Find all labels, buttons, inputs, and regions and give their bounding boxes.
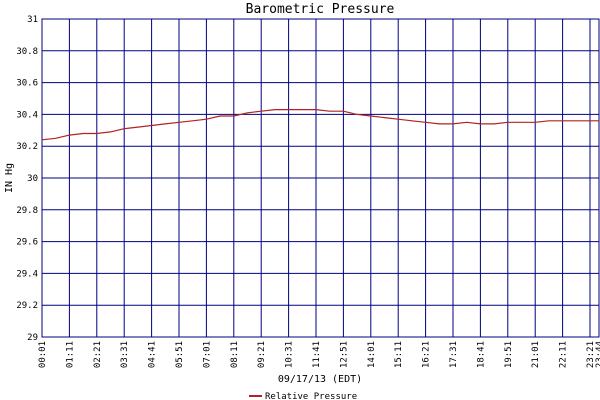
y-tick-label: 30 bbox=[27, 174, 38, 184]
x-tick-label: 14:01 bbox=[367, 341, 377, 368]
y-tick-label: 29 bbox=[27, 333, 38, 343]
x-tick-label: 18:41 bbox=[476, 341, 486, 368]
x-tick-label: 02:21 bbox=[93, 341, 103, 368]
legend-label: Relative Pressure bbox=[265, 392, 357, 400]
y-tick-label: 30.8 bbox=[16, 47, 38, 57]
y-tick-label: 30.4 bbox=[16, 110, 38, 120]
x-axis-label: 09/17/13 (EDT) bbox=[278, 374, 362, 385]
y-tick-label: 30.6 bbox=[16, 79, 38, 89]
y-tick-label: 31 bbox=[27, 15, 38, 25]
x-tick-label: 04:41 bbox=[148, 341, 158, 368]
y-tick-label: 30.2 bbox=[16, 142, 38, 152]
x-tick-label: 23:44 bbox=[595, 341, 600, 368]
y-tick-label: 29.8 bbox=[16, 206, 38, 216]
x-tick-label: 21:01 bbox=[531, 341, 541, 368]
x-tick-label: 11:41 bbox=[312, 341, 322, 368]
x-tick-label: 15:11 bbox=[394, 341, 404, 368]
y-tick-label: 29.2 bbox=[16, 301, 38, 311]
chart-title: Barometric Pressure bbox=[246, 2, 395, 17]
x-tick-label: 03:31 bbox=[120, 341, 130, 368]
x-tick-label: 19:51 bbox=[504, 341, 514, 368]
x-tick-label: 07:01 bbox=[202, 341, 212, 368]
x-tick-label: 23:21 bbox=[586, 341, 596, 368]
x-tick-label: 08:11 bbox=[230, 341, 240, 368]
x-tick-label: 00:01 bbox=[38, 341, 48, 368]
x-tick-label: 09:21 bbox=[257, 341, 267, 368]
grid-lines bbox=[41, 18, 600, 338]
x-tick-label: 17:31 bbox=[449, 341, 459, 368]
series-line-relative-pressure bbox=[41, 108, 599, 141]
x-tick-labels: 00:01 01:11 02:21 03:31 04:41 05:51 07:01 08:11… bbox=[38, 341, 600, 368]
x-tick-label: 01:11 bbox=[65, 341, 75, 368]
x-tick-label: 10:31 bbox=[285, 341, 295, 368]
y-tick-label: 29.4 bbox=[16, 269, 38, 279]
legend: Relative Pressure bbox=[249, 392, 357, 400]
y-tick-labels: 29 29.2 29.4 29.6 29.8 30 30.2 30.4 30.6 30.8 31 bbox=[16, 15, 38, 343]
y-axis-label: IN Hg bbox=[4, 163, 15, 193]
x-tick-label: 22:11 bbox=[559, 341, 569, 368]
x-tick-label: 16:21 bbox=[422, 341, 432, 368]
y-tick-label: 29.6 bbox=[16, 238, 38, 248]
series-layer bbox=[41, 108, 599, 141]
x-tick-label: 05:51 bbox=[175, 341, 185, 368]
x-tick-label: 12:51 bbox=[339, 341, 349, 368]
